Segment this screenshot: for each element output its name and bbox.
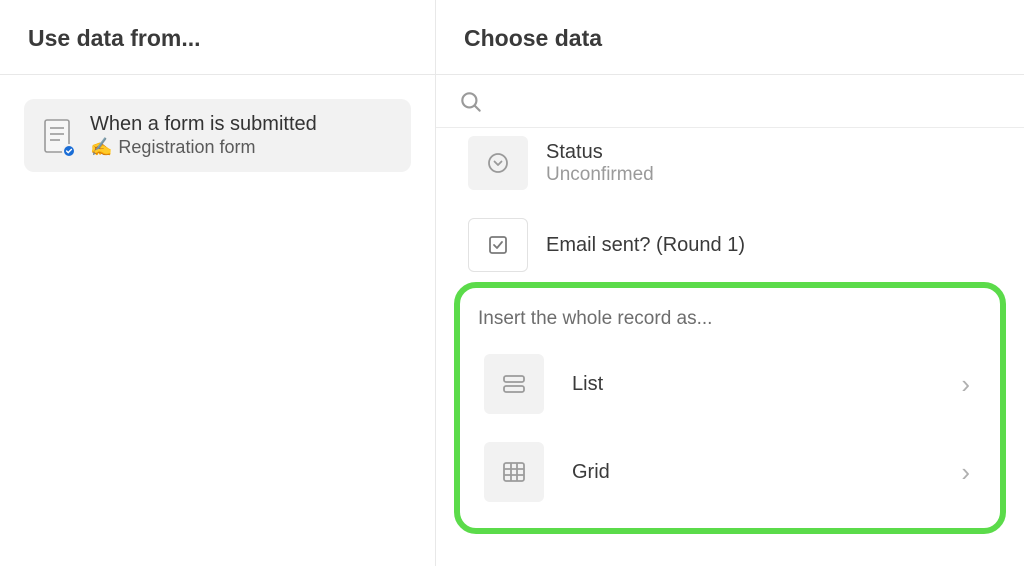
left-header-title: Use data from...: [28, 25, 201, 52]
source-title: When a form is submitted: [90, 113, 317, 136]
right-header-title: Choose data: [464, 25, 602, 52]
insert-option-grid[interactable]: Grid ›: [468, 428, 992, 516]
source-subtitle: ✍️ Registration form: [90, 137, 317, 158]
field-row-emailsent[interactable]: Email sent? (Round 1): [450, 210, 1010, 280]
insert-record-highlight: Insert the whole record as... List ›: [454, 282, 1006, 534]
insert-option-list[interactable]: List ›: [468, 340, 992, 428]
search-icon: [458, 89, 484, 115]
data-source-card[interactable]: When a form is submitted ✍️ Registration…: [24, 99, 411, 172]
chevron-right-icon: ›: [961, 457, 976, 488]
right-content: Status Unconfirmed Email sent? (Round 1)…: [436, 128, 1024, 534]
checkbox-icon: [468, 218, 528, 272]
insert-label-list: List: [572, 373, 933, 396]
source-subtitle-text: Registration form: [118, 137, 255, 158]
grid-icon: [484, 442, 544, 502]
field-sub-status: Unconfirmed: [546, 164, 654, 186]
list-icon: [484, 354, 544, 414]
right-panel: Choose data Status Unconfirmed: [436, 0, 1024, 566]
dropdown-arrow-icon: [468, 136, 528, 190]
field-title-status: Status: [546, 141, 654, 164]
field-title-emailsent: Email sent? (Round 1): [546, 234, 745, 257]
left-header: Use data from...: [0, 0, 435, 75]
insert-label-grid: Grid: [572, 461, 933, 484]
insert-section-heading: Insert the whole record as...: [468, 294, 992, 340]
check-badge-icon: [62, 144, 76, 158]
left-content: When a form is submitted ✍️ Registration…: [0, 75, 435, 196]
right-header: Choose data: [436, 0, 1024, 75]
search-row[interactable]: [436, 75, 1024, 128]
left-panel: Use data from... When a form is submi: [0, 0, 436, 566]
field-row-status[interactable]: Status Unconfirmed: [450, 128, 1010, 198]
writing-hand-icon: ✍️: [90, 137, 112, 158]
form-icon: [42, 118, 72, 154]
chevron-right-icon: ›: [961, 369, 976, 400]
